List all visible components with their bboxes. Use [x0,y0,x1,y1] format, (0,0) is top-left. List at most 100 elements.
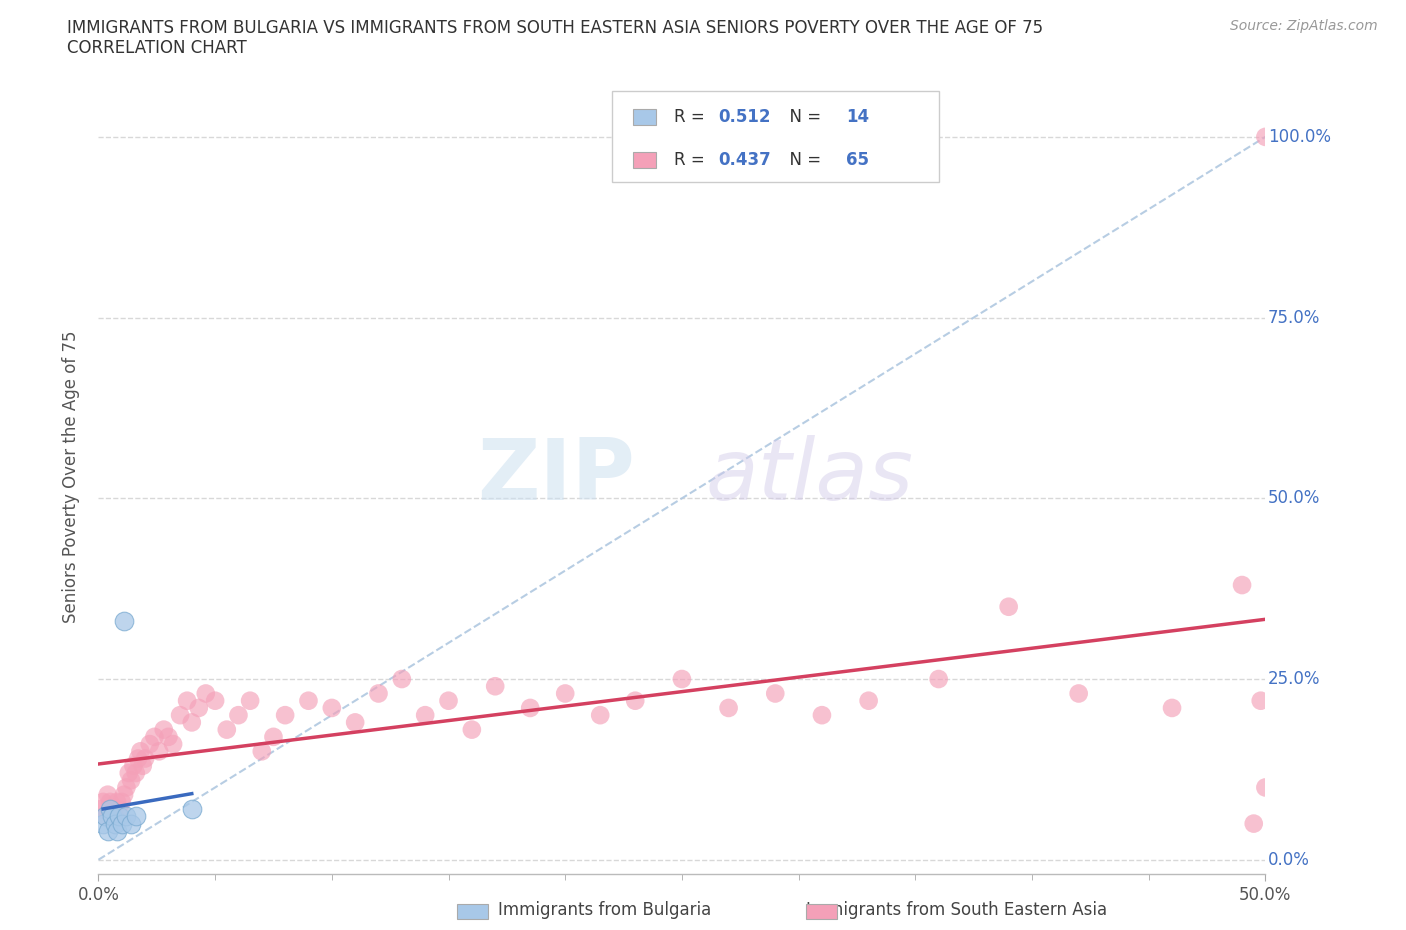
Point [122,758,145,773]
Point [484,679,506,694]
Point [391,671,413,686]
Point [1243,817,1265,831]
Bar [612,91,939,182]
Text: R =: R = [673,151,710,168]
Point [997,599,1019,614]
Point [91,817,114,831]
Point [118,765,141,780]
Point [180,715,202,730]
Point [928,671,950,686]
Text: Immigrants from Bulgaria: Immigrants from Bulgaria [498,900,711,919]
Point [169,708,191,723]
Point [297,693,319,708]
Point [321,700,343,715]
Point [367,686,389,701]
Point [1250,693,1272,708]
Point [176,693,198,708]
Point [134,751,156,766]
Text: N =: N = [779,108,827,126]
Point [437,693,460,708]
Point [111,794,134,809]
Point [148,744,170,759]
Text: CORRELATION CHART: CORRELATION CHART [67,39,247,57]
Point [108,802,131,817]
Point [187,700,209,715]
Point [94,809,117,824]
Point [125,809,148,824]
Point [129,744,152,759]
Point [108,809,131,824]
Text: 14: 14 [846,108,869,126]
Point [105,794,128,809]
Point [215,723,238,737]
Point [132,758,155,773]
Point [519,700,541,715]
Point [250,744,273,759]
Text: N =: N = [779,151,827,168]
Point [717,700,740,715]
Point [461,723,484,737]
Text: 50.0%: 50.0% [1268,489,1320,507]
Point [858,693,880,708]
Point [112,614,135,629]
Bar [633,109,657,125]
Point [112,787,135,802]
Point [94,809,117,824]
Text: ZIP: ZIP [478,435,636,518]
Point [111,817,134,831]
Y-axis label: Seniors Poverty Over the Age of 75: Seniors Poverty Over the Age of 75 [62,330,80,623]
Point [1161,700,1184,715]
Point [1230,578,1253,592]
Point [104,809,127,824]
Point [344,715,367,730]
Point [105,823,128,838]
Point [101,809,124,824]
Point [115,780,138,795]
Text: IMMIGRANTS FROM BULGARIA VS IMMIGRANTS FROM SOUTH EASTERN ASIA SENIORS POVERTY O: IMMIGRANTS FROM BULGARIA VS IMMIGRANTS F… [67,19,1043,36]
Point [157,729,180,744]
Point [97,823,120,838]
Point [162,737,184,751]
Point [90,802,112,817]
Text: 0.512: 0.512 [718,108,770,126]
Point [554,686,576,701]
Point [104,817,127,831]
Point [589,708,612,723]
Text: 25.0%: 25.0% [1268,670,1320,688]
Point [763,686,786,701]
Point [262,729,284,744]
Point [127,751,149,766]
Point [194,686,217,701]
Point [624,693,647,708]
Point [125,765,148,780]
Point [413,708,436,723]
Point [1254,129,1277,144]
Text: 0.437: 0.437 [718,151,770,168]
Text: 75.0%: 75.0% [1268,309,1320,326]
Point [97,787,120,802]
Text: 65: 65 [846,151,869,168]
Point [239,693,262,708]
Point [180,802,202,817]
Text: 100.0%: 100.0% [1268,128,1330,146]
Point [120,773,142,788]
Point [98,802,121,817]
Point [152,723,174,737]
Point [811,708,834,723]
Point [1254,780,1277,795]
Point [115,809,138,824]
Text: 0.0%: 0.0% [1268,851,1309,869]
Point [143,729,166,744]
Bar [633,152,657,167]
Text: Immigrants from South Eastern Asia: Immigrants from South Eastern Asia [806,900,1107,919]
Text: Source: ZipAtlas.com: Source: ZipAtlas.com [1230,19,1378,33]
Point [139,737,162,751]
Text: R =: R = [673,108,710,126]
Text: atlas: atlas [706,435,914,518]
Point [98,794,121,809]
Point [204,693,226,708]
Point [1067,686,1090,701]
Point [274,708,297,723]
Point [101,802,124,817]
Point [671,671,693,686]
